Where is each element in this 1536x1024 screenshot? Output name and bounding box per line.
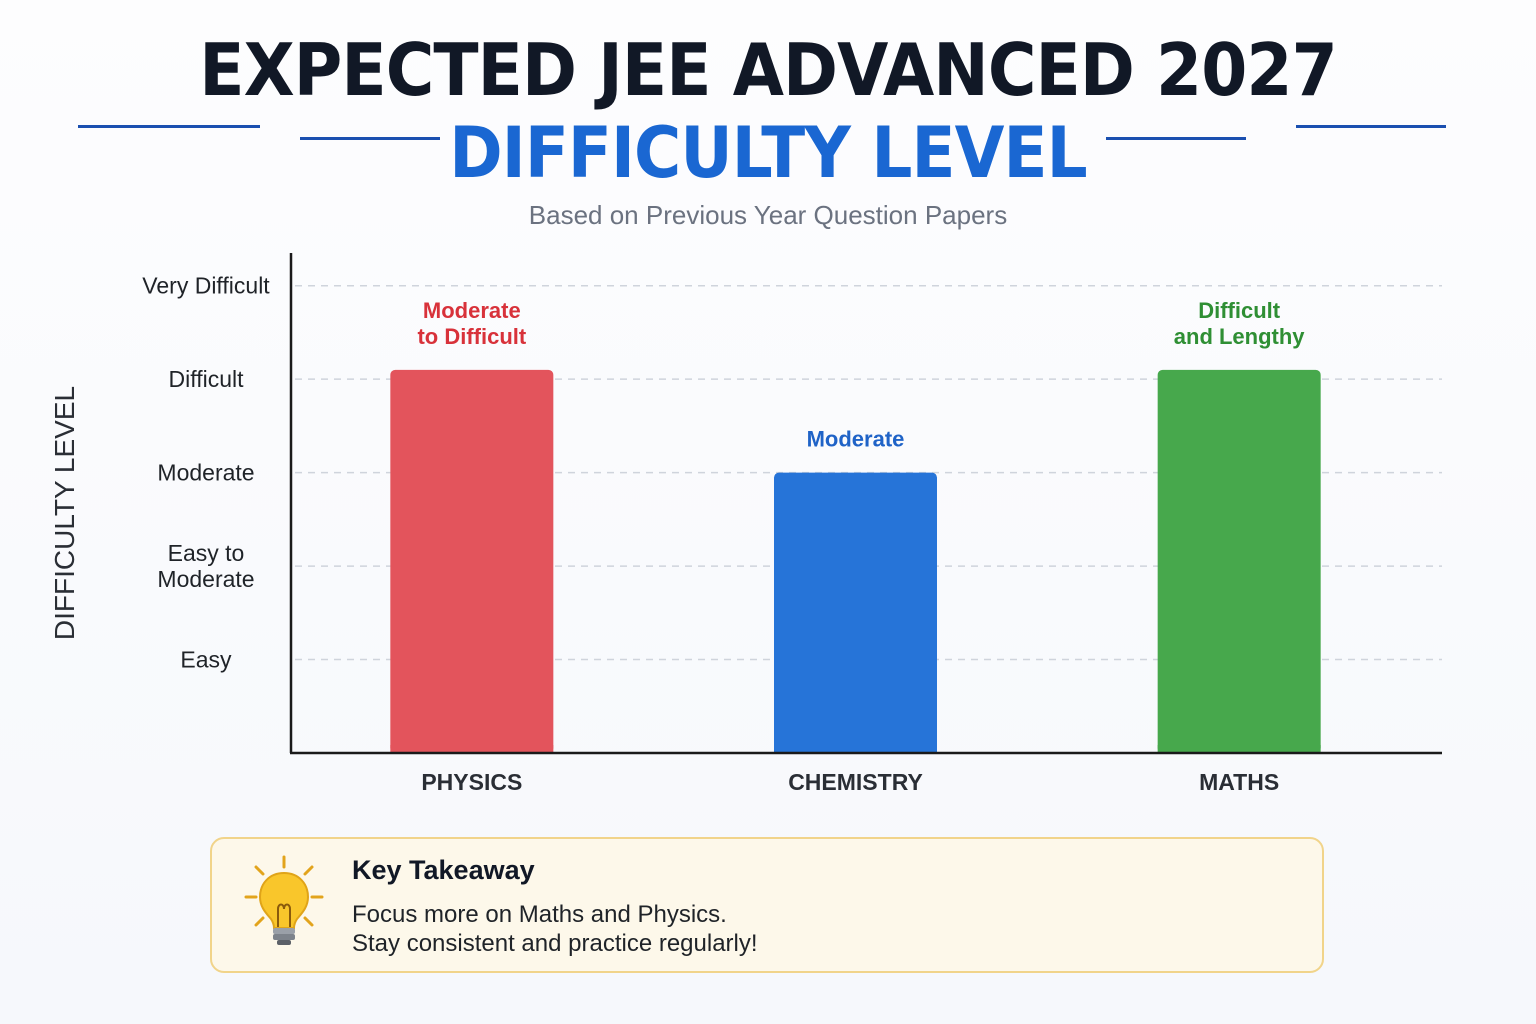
takeaway-line-1: Focus more on Maths and Physics. xyxy=(352,901,727,928)
y-tick-label: Easy xyxy=(180,647,232,673)
key-takeaway-panel: Key Takeaway Focus more on Maths and Phy… xyxy=(210,837,1324,973)
bar-data-label: Moderate xyxy=(423,298,521,323)
bar-base xyxy=(390,745,554,753)
decorative-line-left-inner xyxy=(300,137,440,140)
bar-physics xyxy=(390,369,554,753)
page-title-highlight: DIFFICULTY LEVEL xyxy=(449,112,1087,194)
bar-chemistry xyxy=(774,472,937,753)
y-tick-label: Easy to xyxy=(168,540,245,566)
bar-maths xyxy=(1157,369,1321,753)
page-title: EXPECTED JEE ADVANCED 2027 xyxy=(199,28,1337,112)
bar-base xyxy=(1157,745,1321,753)
x-tick-label: PHYSICS xyxy=(421,769,522,795)
lightbulb-icon xyxy=(244,855,324,945)
chart-bars xyxy=(390,369,1321,753)
y-tick-label: Difficult xyxy=(169,366,245,392)
decorative-line-right-outer xyxy=(1296,125,1446,128)
y-tick-label: Very Difficult xyxy=(142,273,270,299)
bar-data-label: and Lengthy xyxy=(1174,324,1306,349)
x-tick-label: MATHS xyxy=(1199,769,1279,795)
y-tick-label: Moderate xyxy=(157,460,254,486)
takeaway-title: Key Takeaway xyxy=(352,855,535,885)
page-subtitle: Based on Previous Year Question Papers xyxy=(528,200,1008,230)
bar-data-label: Moderate xyxy=(807,427,905,452)
bar-data-label: Difficult xyxy=(1198,298,1281,323)
x-tick-label: CHEMISTRY xyxy=(788,769,923,795)
decorative-line-right-inner xyxy=(1106,137,1246,140)
takeaway-line-2: Stay consistent and practice regularly! xyxy=(352,930,758,957)
bar-data-label: to Difficult xyxy=(417,324,526,349)
bar-base xyxy=(774,745,937,753)
y-axis-title: DIFFICULTY LEVEL xyxy=(49,386,80,640)
decorative-line-left-outer xyxy=(78,125,260,128)
y-tick-label: Moderate xyxy=(157,566,254,592)
